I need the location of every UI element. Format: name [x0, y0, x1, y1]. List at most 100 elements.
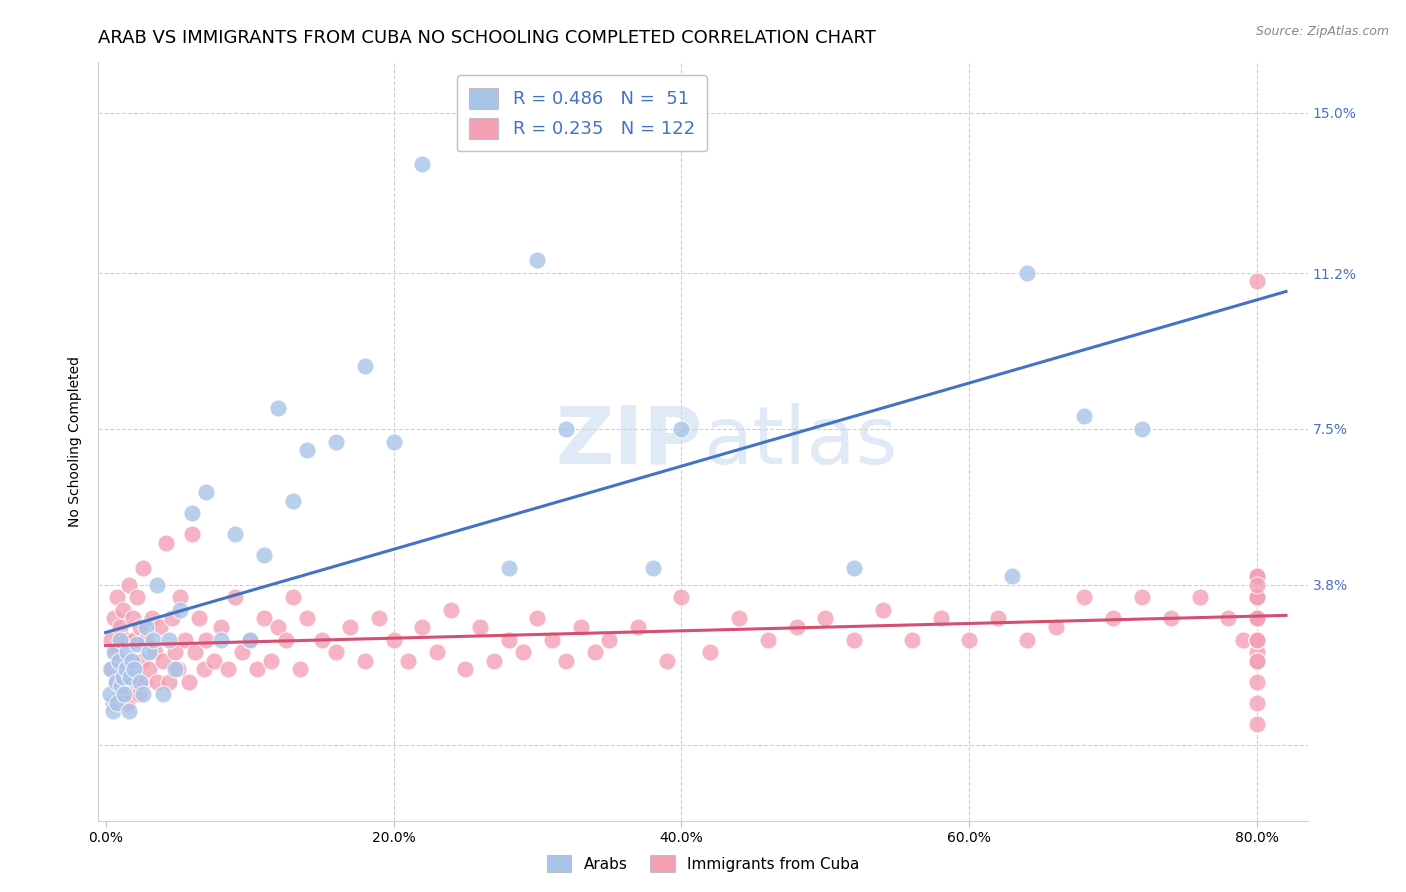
Point	[155, 535, 177, 549]
Point	[1246, 611, 1268, 625]
Point	[699, 645, 721, 659]
Point	[110, 679, 132, 693]
Point	[1246, 611, 1268, 625]
Point	[112, 662, 135, 676]
Point	[1001, 569, 1024, 583]
Point	[1160, 611, 1182, 625]
Point	[127, 591, 149, 605]
Point	[440, 603, 463, 617]
Point	[209, 632, 232, 647]
Point	[127, 637, 149, 651]
Point	[1073, 409, 1095, 424]
Point	[1246, 674, 1268, 689]
Point	[411, 156, 433, 170]
Point	[484, 654, 506, 668]
Point	[239, 632, 262, 647]
Point	[135, 632, 157, 647]
Point	[104, 645, 127, 659]
Point	[627, 620, 650, 634]
Point	[111, 670, 134, 684]
Point	[1246, 591, 1268, 605]
Point	[1246, 591, 1268, 605]
Point	[100, 632, 122, 647]
Point	[101, 704, 124, 718]
Point	[382, 632, 405, 647]
Point	[353, 654, 375, 668]
Point	[105, 591, 128, 605]
Point	[152, 687, 174, 701]
Point	[103, 611, 125, 625]
Point	[1015, 266, 1038, 280]
Point	[115, 696, 138, 710]
Point	[325, 434, 347, 449]
Point	[987, 611, 1010, 625]
Point	[555, 422, 578, 436]
Point	[246, 662, 269, 676]
Point	[163, 662, 186, 676]
Point	[115, 645, 138, 659]
Point	[129, 620, 152, 634]
Point	[295, 442, 318, 457]
Point	[311, 632, 333, 647]
Point	[295, 611, 318, 625]
Point	[128, 687, 150, 701]
Point	[132, 687, 155, 701]
Point	[202, 654, 225, 668]
Point	[105, 674, 128, 689]
Point	[786, 620, 808, 634]
Point	[1130, 422, 1153, 436]
Point	[1045, 620, 1067, 634]
Point	[114, 662, 136, 676]
Point	[124, 662, 146, 676]
Point	[583, 645, 606, 659]
Point	[195, 485, 218, 500]
Point	[756, 632, 779, 647]
Point	[160, 611, 183, 625]
Point	[1188, 591, 1211, 605]
Point	[325, 645, 347, 659]
Point	[209, 620, 232, 634]
Point	[98, 687, 121, 701]
Point	[157, 674, 180, 689]
Point	[146, 578, 169, 592]
Point	[1232, 632, 1254, 647]
Point	[1246, 632, 1268, 647]
Point	[512, 645, 534, 659]
Text: Source: ZipAtlas.com: Source: ZipAtlas.com	[1256, 25, 1389, 38]
Point	[569, 620, 592, 634]
Point	[267, 401, 290, 415]
Point	[353, 359, 375, 373]
Point	[169, 591, 191, 605]
Point	[107, 654, 129, 668]
Point	[120, 654, 142, 668]
Point	[1246, 696, 1268, 710]
Legend: R = 0.486   N =  51, R = 0.235   N = 122: R = 0.486 N = 51, R = 0.235 N = 122	[457, 75, 707, 152]
Point	[157, 632, 180, 647]
Point	[382, 434, 405, 449]
Point	[339, 620, 361, 634]
Point	[526, 253, 548, 268]
Point	[728, 611, 751, 625]
Point	[396, 654, 419, 668]
Point	[142, 632, 165, 647]
Point	[1246, 611, 1268, 625]
Point	[1246, 632, 1268, 647]
Point	[1218, 611, 1240, 625]
Point	[121, 654, 143, 668]
Point	[540, 632, 562, 647]
Point	[163, 645, 186, 659]
Point	[125, 662, 148, 676]
Point	[454, 662, 477, 676]
Point	[1246, 569, 1268, 583]
Point	[131, 654, 153, 668]
Point	[555, 654, 578, 668]
Point	[468, 620, 491, 634]
Point	[598, 632, 620, 647]
Point	[1246, 645, 1268, 659]
Point	[1130, 591, 1153, 605]
Point	[120, 670, 142, 684]
Point	[173, 632, 195, 647]
Point	[224, 527, 246, 541]
Point	[149, 620, 172, 634]
Point	[1246, 632, 1268, 647]
